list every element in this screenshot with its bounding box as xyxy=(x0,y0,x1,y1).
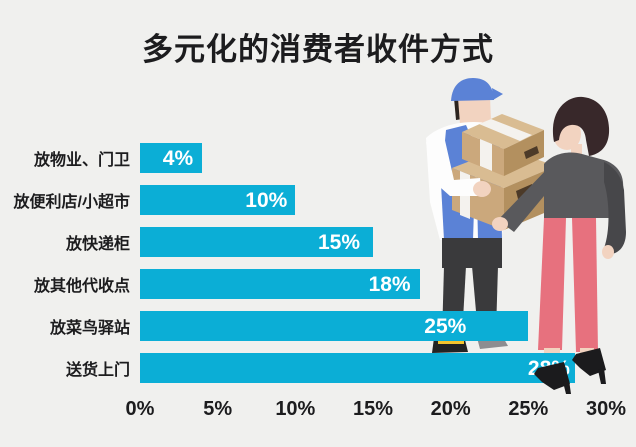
category-label: 放菜鸟驿站 xyxy=(49,320,130,337)
woman-left-ankle xyxy=(544,348,560,356)
woman-heels-overlay xyxy=(534,348,606,394)
bar: 15% xyxy=(140,227,373,257)
courier-hips xyxy=(442,238,502,268)
bar-track: 15% xyxy=(140,227,606,257)
bar-track: 4% xyxy=(140,143,606,173)
x-axis-tick: 30% xyxy=(585,398,627,420)
bar-track: 10% xyxy=(140,185,606,215)
courier-illustration xyxy=(426,78,626,356)
woman-right-pant-leg xyxy=(572,218,598,352)
top-box-tape-top xyxy=(479,119,532,141)
bar-row: 放快递柜 15% xyxy=(0,227,606,257)
woman-right-heel xyxy=(572,348,606,376)
category-label: 送货上门 xyxy=(65,362,130,379)
bar: 18% xyxy=(140,269,420,299)
x-axis-tick: 10% xyxy=(275,398,316,420)
x-axis-tick: 5% xyxy=(203,398,233,420)
top-box-side xyxy=(504,130,544,176)
bar-track: 28% xyxy=(140,353,606,383)
bar: 4% xyxy=(140,143,203,173)
x-axis-tick: 0% xyxy=(125,398,155,420)
woman-right-hand xyxy=(602,245,614,259)
category-label: 放其他代收点 xyxy=(33,278,130,295)
woman-right-heel-spike xyxy=(598,368,606,384)
x-axis-tick: 15% xyxy=(352,398,394,420)
bar-value-label: 18% xyxy=(368,272,411,296)
x-axis-tick: 20% xyxy=(430,398,471,420)
bar-row: 放菜鸟驿站 25% xyxy=(0,311,606,341)
woman-hand xyxy=(492,217,508,231)
woman-hair xyxy=(552,96,610,156)
bar-row: 放便利店/小超市 10% xyxy=(0,185,606,215)
bar-row: 放物业、门卫 4% xyxy=(0,143,606,173)
courier-face xyxy=(458,96,491,128)
courier-shoe-stripe xyxy=(438,340,464,344)
bar: 28% xyxy=(140,353,575,383)
bar: 25% xyxy=(140,311,529,341)
courier-cap-brim xyxy=(492,88,503,100)
x-axis-tick: 25% xyxy=(508,398,549,420)
chart-title: 多元化的消费者收件方式 xyxy=(142,32,494,67)
bar-value-label: 4% xyxy=(162,146,194,170)
courier-left-sleeve xyxy=(426,136,482,196)
bar-track: 18% xyxy=(140,269,606,299)
category-label: 放便利店/小超市 xyxy=(13,194,130,211)
bar-value-label: 10% xyxy=(245,188,288,212)
woman-figure xyxy=(492,96,626,356)
bar-chart: 放物业、门卫 4% 放便利店/小超市 10% 放快递柜 15% 放其他代收点 18% 放菜鸟驿站… xyxy=(0,143,606,395)
top-box-barcode xyxy=(524,146,539,159)
bar-row: 送货上门 28% xyxy=(0,353,606,383)
courier-cap xyxy=(451,78,494,101)
x-axis: 0% 5% 10% 15% 20% 25% 30% xyxy=(126,398,626,422)
bar-value-label: 15% xyxy=(317,230,360,254)
bar: 10% xyxy=(140,185,296,215)
bar-value-label: 25% xyxy=(424,314,467,338)
top-box-tape-front xyxy=(480,139,492,171)
category-label: 放物业、门卫 xyxy=(33,152,130,169)
woman-neck xyxy=(571,144,582,158)
category-label: 放快递柜 xyxy=(65,236,130,253)
woman-left-heel-spike xyxy=(563,380,571,394)
bar-track: 25% xyxy=(140,311,606,341)
woman-left-pant-leg xyxy=(538,218,566,350)
courier-left-hand xyxy=(473,181,491,197)
bar-row: 放其他代收点 18% xyxy=(0,269,606,299)
woman-left-heel xyxy=(534,362,570,390)
woman-hanging-arm xyxy=(604,162,626,254)
